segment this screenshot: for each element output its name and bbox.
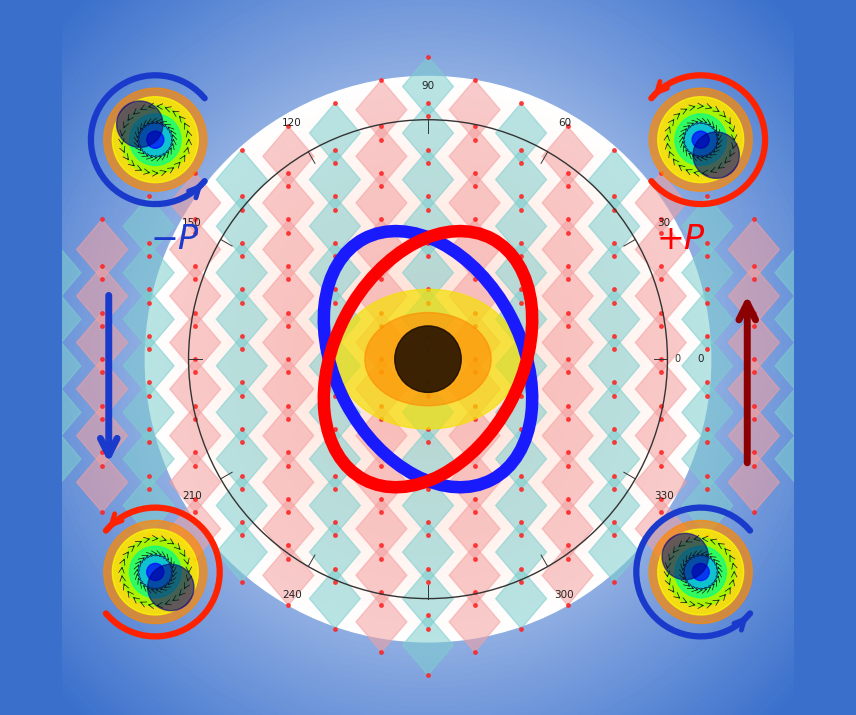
Text: 120: 120 xyxy=(282,118,301,128)
Polygon shape xyxy=(77,266,128,326)
Polygon shape xyxy=(169,499,221,558)
Text: $+P$: $+P$ xyxy=(656,223,705,256)
Circle shape xyxy=(308,240,548,479)
Circle shape xyxy=(24,0,832,715)
Circle shape xyxy=(198,129,658,589)
Polygon shape xyxy=(169,220,221,280)
Circle shape xyxy=(18,0,838,715)
Polygon shape xyxy=(589,196,639,256)
Circle shape xyxy=(294,225,562,493)
Polygon shape xyxy=(402,475,454,536)
Circle shape xyxy=(649,88,752,191)
Polygon shape xyxy=(589,336,639,395)
Circle shape xyxy=(43,0,813,715)
Polygon shape xyxy=(542,127,593,186)
Circle shape xyxy=(352,283,504,435)
Polygon shape xyxy=(775,243,826,302)
Polygon shape xyxy=(263,127,314,186)
Circle shape xyxy=(365,296,491,423)
Circle shape xyxy=(212,144,644,575)
Text: 330: 330 xyxy=(654,490,674,500)
Polygon shape xyxy=(449,499,500,558)
Polygon shape xyxy=(449,80,500,139)
Circle shape xyxy=(314,245,542,473)
Circle shape xyxy=(217,148,639,570)
Circle shape xyxy=(289,220,567,498)
Polygon shape xyxy=(402,149,454,209)
Circle shape xyxy=(146,563,163,581)
Polygon shape xyxy=(263,453,314,512)
Circle shape xyxy=(245,176,611,542)
Circle shape xyxy=(683,122,718,157)
Polygon shape xyxy=(77,312,128,373)
Polygon shape xyxy=(263,266,314,326)
Circle shape xyxy=(413,345,443,373)
Polygon shape xyxy=(356,405,407,465)
Circle shape xyxy=(146,131,163,148)
Circle shape xyxy=(303,235,553,484)
Circle shape xyxy=(184,115,672,603)
Polygon shape xyxy=(123,196,174,256)
Ellipse shape xyxy=(336,290,520,429)
Circle shape xyxy=(666,538,735,606)
Polygon shape xyxy=(217,429,267,489)
Polygon shape xyxy=(263,405,314,465)
Polygon shape xyxy=(402,290,454,349)
Polygon shape xyxy=(449,220,500,280)
Polygon shape xyxy=(402,56,454,117)
Circle shape xyxy=(321,252,535,466)
Polygon shape xyxy=(356,80,407,139)
Circle shape xyxy=(200,132,656,586)
Polygon shape xyxy=(30,383,81,443)
Circle shape xyxy=(30,0,826,715)
Circle shape xyxy=(289,220,567,498)
Polygon shape xyxy=(822,359,856,419)
Circle shape xyxy=(251,182,605,536)
Text: 210: 210 xyxy=(182,490,202,500)
Circle shape xyxy=(188,119,668,598)
Polygon shape xyxy=(402,383,454,443)
Circle shape xyxy=(409,340,447,378)
Circle shape xyxy=(203,134,653,584)
Circle shape xyxy=(308,240,548,479)
Circle shape xyxy=(163,94,693,624)
Polygon shape xyxy=(542,546,593,606)
Polygon shape xyxy=(496,568,547,628)
Circle shape xyxy=(693,132,740,178)
Polygon shape xyxy=(123,475,174,536)
Polygon shape xyxy=(402,196,454,256)
Polygon shape xyxy=(169,312,221,373)
Circle shape xyxy=(138,555,173,589)
Polygon shape xyxy=(496,475,547,536)
Polygon shape xyxy=(309,243,360,302)
Polygon shape xyxy=(309,568,360,628)
Circle shape xyxy=(129,546,181,598)
Circle shape xyxy=(193,124,663,594)
Circle shape xyxy=(371,302,485,417)
Circle shape xyxy=(74,6,782,713)
Circle shape xyxy=(415,347,441,372)
Circle shape xyxy=(675,114,727,165)
Circle shape xyxy=(675,546,727,598)
Circle shape xyxy=(275,206,581,513)
Circle shape xyxy=(657,529,744,615)
Circle shape xyxy=(99,31,757,688)
Polygon shape xyxy=(728,312,779,373)
Polygon shape xyxy=(356,453,407,512)
Polygon shape xyxy=(542,453,593,512)
Circle shape xyxy=(157,88,699,631)
Polygon shape xyxy=(775,429,826,489)
Polygon shape xyxy=(635,499,687,558)
Circle shape xyxy=(49,0,807,715)
Polygon shape xyxy=(217,196,267,256)
Circle shape xyxy=(419,350,437,369)
Text: 150: 150 xyxy=(182,218,202,228)
Polygon shape xyxy=(77,405,128,465)
Text: 90: 90 xyxy=(421,82,435,92)
Polygon shape xyxy=(402,103,454,163)
Circle shape xyxy=(380,311,476,407)
Polygon shape xyxy=(356,173,407,233)
Circle shape xyxy=(121,538,190,606)
